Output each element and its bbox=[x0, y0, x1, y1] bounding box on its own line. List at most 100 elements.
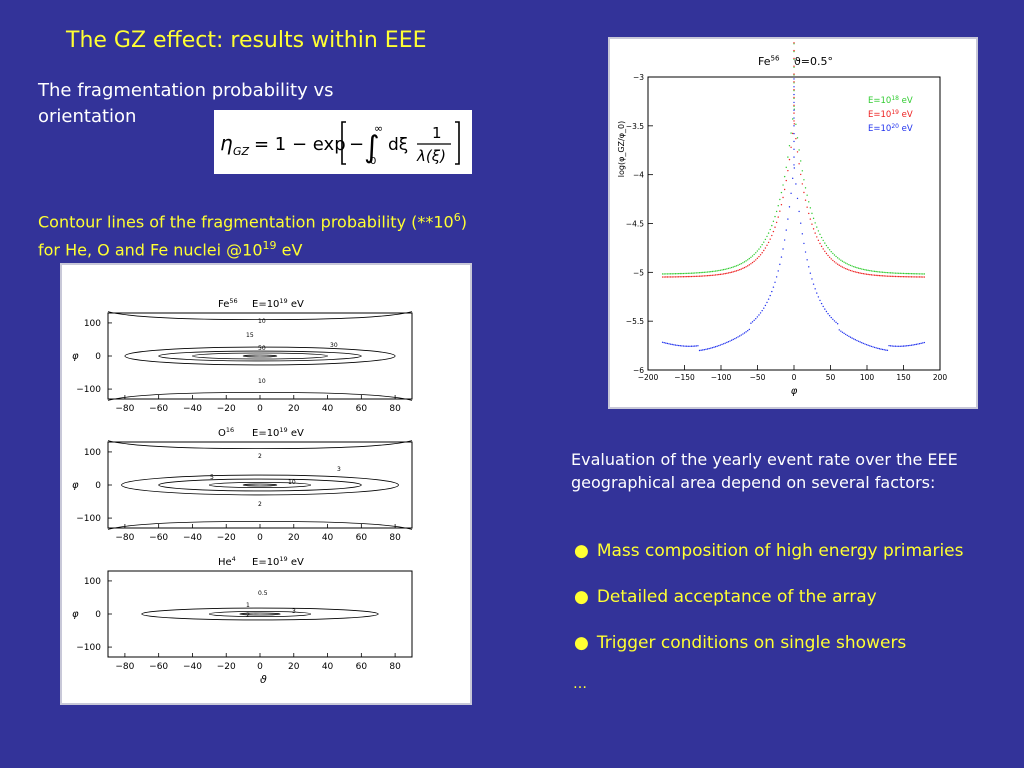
y-tick-label: −5 bbox=[633, 268, 644, 277]
scatter-point bbox=[719, 273, 722, 276]
ellipsis: … bbox=[573, 676, 587, 692]
scatter-point bbox=[833, 320, 836, 322]
scatter-point bbox=[718, 273, 720, 276]
y-tick-label: −100 bbox=[76, 385, 101, 395]
scatter-point bbox=[835, 255, 837, 258]
formula-lhs-sub: GZ bbox=[233, 145, 250, 158]
scatter-point bbox=[714, 346, 717, 348]
scatter-point bbox=[896, 275, 898, 278]
scatter-point bbox=[748, 264, 751, 266]
x-tick-label: 40 bbox=[322, 404, 334, 414]
scatter-point bbox=[862, 268, 865, 271]
scatter-point bbox=[769, 238, 771, 240]
scatter-point bbox=[791, 177, 794, 180]
x-tick-label: 80 bbox=[389, 533, 401, 543]
y-axis-label: φ bbox=[72, 480, 79, 491]
scatter-point bbox=[708, 347, 710, 350]
scatter-point bbox=[902, 276, 905, 278]
x-tick-label: 40 bbox=[322, 662, 334, 672]
scatter-point bbox=[681, 276, 683, 278]
scatter-point bbox=[793, 73, 795, 75]
scatter-point bbox=[814, 288, 816, 290]
scatter-point bbox=[740, 262, 742, 265]
scatter-point bbox=[713, 270, 715, 272]
scatter-point bbox=[668, 276, 670, 278]
scatter-point bbox=[844, 262, 847, 264]
scatter-point bbox=[748, 328, 751, 331]
scatter-point bbox=[822, 305, 824, 308]
frac-numerator: 1 bbox=[432, 124, 442, 142]
contour-band-top bbox=[107, 311, 413, 321]
scatter-point bbox=[869, 273, 871, 276]
scatter-point bbox=[750, 256, 752, 259]
scatter-point bbox=[883, 271, 885, 274]
scatter-point bbox=[782, 184, 784, 186]
scatter-point bbox=[883, 349, 885, 351]
scatter-point bbox=[910, 273, 913, 275]
scatter-point bbox=[883, 275, 885, 277]
scatter-point bbox=[763, 241, 765, 243]
scatter-point bbox=[759, 254, 762, 256]
scatter-point bbox=[870, 270, 873, 272]
scatter-point bbox=[750, 263, 752, 265]
scatter-point bbox=[812, 217, 815, 220]
scatter-point bbox=[851, 270, 853, 272]
scatter-point bbox=[836, 257, 839, 259]
scatter-point bbox=[793, 97, 795, 100]
scatter-point bbox=[759, 246, 762, 248]
scatter-point bbox=[840, 330, 842, 332]
scatter-point bbox=[859, 272, 861, 274]
y-tick-label: 0 bbox=[95, 481, 101, 491]
integral-lower: 0 bbox=[370, 156, 376, 167]
scatter-point bbox=[893, 275, 895, 278]
scatter-point bbox=[724, 272, 726, 275]
scatter-point bbox=[904, 276, 906, 278]
scatter-point bbox=[793, 78, 795, 80]
scatter-point bbox=[668, 343, 670, 345]
scatter-point bbox=[912, 273, 914, 275]
scatter-point bbox=[811, 223, 813, 225]
scatter-point bbox=[793, 86, 795, 88]
contour-line-10 bbox=[124, 346, 396, 366]
contour-caption: Contour lines of the fragmentation proba… bbox=[38, 211, 467, 260]
scatter-point bbox=[685, 345, 688, 347]
scatter-point bbox=[857, 340, 860, 342]
scatter-point bbox=[661, 341, 664, 343]
scatter-point bbox=[787, 156, 789, 158]
scatter-point bbox=[888, 272, 890, 274]
scatter-point bbox=[812, 228, 815, 230]
scatter-point bbox=[665, 273, 667, 275]
contour-label: 15 bbox=[246, 332, 254, 339]
x-tick-label: 80 bbox=[389, 404, 401, 414]
scatter-point bbox=[710, 271, 712, 273]
scatter-point bbox=[846, 263, 848, 265]
scatter-point bbox=[893, 272, 895, 274]
scatter-point bbox=[800, 173, 802, 176]
scatter-point bbox=[689, 272, 691, 274]
scatter-point bbox=[706, 348, 709, 350]
scatter-point bbox=[711, 347, 714, 349]
scatter-point bbox=[885, 349, 887, 351]
scatter-point bbox=[742, 267, 744, 270]
scatter-point bbox=[663, 276, 665, 278]
contour-label: 2 bbox=[246, 612, 250, 619]
scatter-point bbox=[820, 236, 823, 239]
scatter-point bbox=[856, 267, 858, 269]
scatter-point bbox=[764, 247, 767, 249]
scatter-point bbox=[865, 269, 868, 271]
scatter-point bbox=[862, 342, 865, 345]
scatter-point bbox=[750, 322, 752, 324]
scatter-point bbox=[783, 188, 786, 191]
scatter-point bbox=[702, 271, 704, 274]
scatter-point bbox=[732, 338, 734, 341]
x-tick-label: 50 bbox=[826, 373, 836, 382]
scatter-point bbox=[902, 272, 905, 275]
contour-energy: E=1019 eV bbox=[252, 555, 304, 568]
scatter-point bbox=[854, 271, 857, 273]
scatter-point bbox=[782, 196, 784, 199]
scatter-point bbox=[764, 304, 767, 307]
scatter-point bbox=[742, 333, 744, 335]
scatter-point bbox=[743, 266, 746, 269]
x-tick-label: 80 bbox=[389, 662, 401, 672]
scatter-point bbox=[830, 250, 832, 253]
